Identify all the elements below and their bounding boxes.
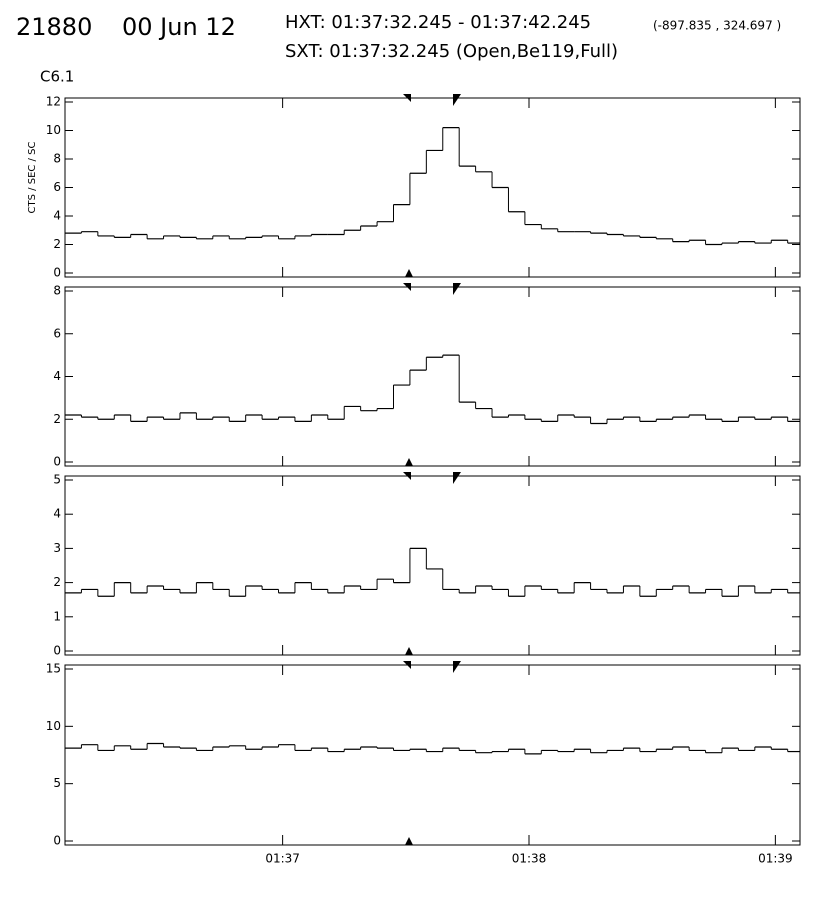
y-tick-label: 4 — [53, 209, 61, 223]
interval-marker — [403, 661, 411, 669]
y-tick-label: 6 — [53, 180, 61, 194]
y-tick-label: 0 — [53, 644, 61, 658]
y-tick-label: 8 — [53, 152, 61, 166]
plot-frame — [64, 664, 801, 846]
interval-marker — [405, 647, 413, 655]
interval-marker — [405, 837, 413, 845]
y-tick-label: 10 — [46, 123, 61, 137]
x-tick-label: 01:39 — [758, 852, 793, 866]
interval-marker — [403, 94, 411, 102]
interval-marker — [453, 661, 461, 673]
y-tick-label: 15 — [46, 662, 61, 676]
observation-id: 21880 — [16, 13, 92, 41]
x-tick-label: 01:37 — [265, 852, 300, 866]
y-tick-label: 6 — [53, 326, 61, 340]
y-tick-label: 3 — [53, 541, 61, 555]
y-tick-label: 0 — [53, 455, 61, 469]
y-tick-label: 2 — [53, 575, 61, 589]
flare-class: C6.1 — [40, 68, 74, 86]
y-axis-label: CTS / SEC / SC — [27, 142, 38, 214]
position: (-897.835 , 324.697 ) — [653, 19, 781, 33]
interval-marker — [405, 458, 413, 466]
y-tick-label: 4 — [53, 507, 61, 521]
interval-marker — [403, 472, 411, 480]
y-tick-label: 12 — [46, 95, 61, 109]
y-tick-label: 1 — [53, 609, 61, 623]
interval-marker — [403, 283, 411, 291]
y-tick-label: 4 — [53, 369, 61, 383]
y-tick-label: 8 — [53, 284, 61, 298]
plot-frame — [64, 286, 801, 467]
interval-marker — [405, 269, 413, 277]
y-tick-label: 0 — [53, 834, 61, 848]
date: 00 Jun 12 — [122, 13, 236, 41]
y-tick-label: 2 — [53, 412, 61, 426]
sxt-info: SXT: 01:37:32.245 (Open,Be119,Full) — [285, 41, 618, 62]
y-tick-label: 2 — [53, 237, 61, 251]
y-tick-label: 10 — [46, 719, 61, 733]
plot-frame — [64, 97, 801, 278]
interval-marker — [453, 283, 461, 295]
interval-marker — [453, 472, 461, 484]
x-tick-label: 01:38 — [512, 852, 547, 866]
y-tick-label: 5 — [53, 776, 61, 790]
hxt-interval: HXT: 01:37:32.245 - 01:37:42.245 — [285, 12, 591, 33]
plot-frame — [64, 475, 801, 656]
y-tick-label: 5 — [53, 473, 61, 487]
y-tick-label: 0 — [53, 266, 61, 280]
interval-marker — [453, 94, 461, 106]
